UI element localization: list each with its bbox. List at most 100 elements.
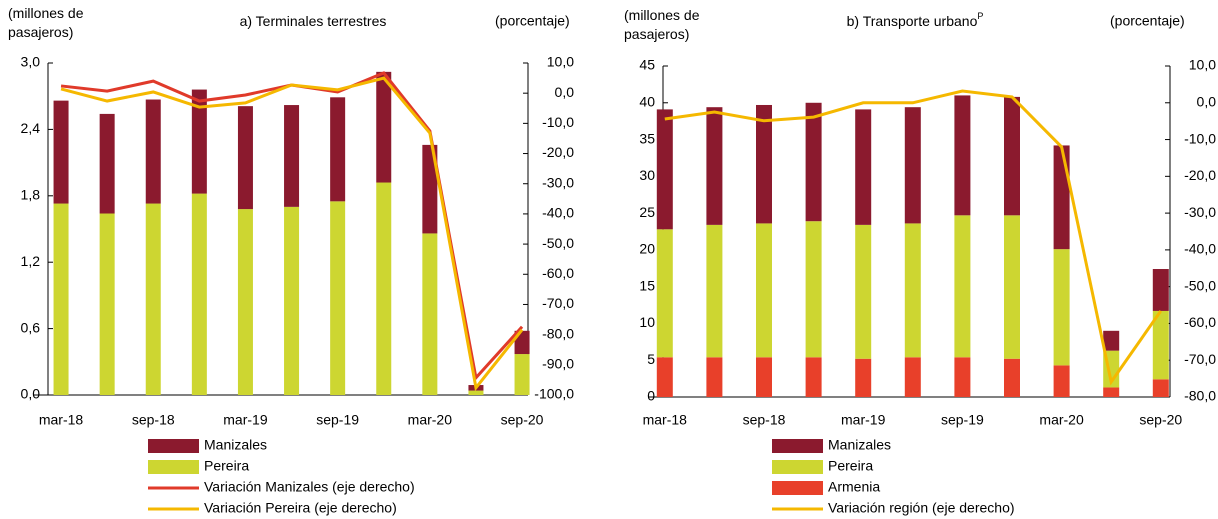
bar <box>1152 269 1169 311</box>
bar <box>191 89 207 194</box>
y2-tick-label: -20,0 <box>542 144 574 160</box>
x-tick-label: mar-19 <box>841 412 886 428</box>
bar <box>468 390 484 395</box>
bar <box>656 109 673 230</box>
y-tick-label: 45 <box>639 57 655 73</box>
y-tick-label: 20 <box>639 241 655 257</box>
bar <box>53 203 69 395</box>
y2-tick-label: -10,0 <box>542 114 574 130</box>
y-tick-label: 0,6 <box>21 319 41 335</box>
line <box>664 89 1163 386</box>
y2-tick-label: -50,0 <box>1184 277 1216 293</box>
x-tick-label: sep-18 <box>132 412 175 428</box>
x-tick-label: sep-18 <box>743 412 786 428</box>
legend-label: Variación Pereira (eje derecho) <box>204 500 397 516</box>
bar <box>422 144 438 234</box>
y-axis-label: (millones de pasajeros) <box>8 5 84 40</box>
legend-label: Pereira <box>828 458 873 474</box>
bar <box>805 221 822 358</box>
bar <box>1053 365 1070 397</box>
y-tick-label: 40 <box>639 93 655 109</box>
bar <box>756 357 772 397</box>
y2-tick-label: 10,0 <box>547 54 574 70</box>
bar <box>330 201 346 395</box>
x-tick-label: sep-19 <box>941 412 984 428</box>
chart-title: b) Transporte urbanoP <box>847 11 984 28</box>
bar <box>904 357 921 397</box>
bar <box>145 99 161 204</box>
bar <box>756 104 772 224</box>
x-tick-label: sep-20 <box>1139 412 1182 428</box>
bar <box>855 358 872 397</box>
y-tick-label: 15 <box>639 277 655 293</box>
bar <box>1103 330 1120 351</box>
y2-tick-label: -60,0 <box>542 265 574 281</box>
y2-tick-label: -60,0 <box>1184 314 1216 330</box>
y-tick-label: 10 <box>639 314 655 330</box>
bar <box>656 229 673 358</box>
bar <box>904 107 921 224</box>
y-tick-label: 0,0 <box>21 386 41 402</box>
legend-swatch <box>772 460 823 474</box>
bar <box>805 357 822 397</box>
title-superscript: P <box>977 11 983 21</box>
bar <box>1103 387 1120 397</box>
bar <box>855 224 872 359</box>
bar <box>1053 249 1070 366</box>
bar <box>99 213 115 395</box>
y-tick-label: 3,0 <box>21 54 41 70</box>
x-tick-label: mar-20 <box>1039 412 1084 428</box>
chart-title: a) Terminales terrestres <box>240 13 387 29</box>
y2-tick-label: 0,0 <box>555 84 575 100</box>
bar <box>284 206 300 395</box>
bar <box>706 224 723 358</box>
y-tick-label: 30 <box>639 167 655 183</box>
bar <box>191 193 207 395</box>
y-tick-label: 2,4 <box>21 120 41 136</box>
legend-swatch <box>148 460 199 474</box>
y-axis-label: (millones de pasajeros) <box>624 7 700 42</box>
bar <box>1004 96 1020 216</box>
y2-tick-label: -70,0 <box>542 295 574 311</box>
y-tick-label: 25 <box>639 204 655 220</box>
bar <box>1004 215 1020 359</box>
x-tick-label: sep-19 <box>316 412 359 428</box>
legend-label: Armenia <box>828 479 880 495</box>
bar <box>330 97 346 202</box>
x-tick-label: mar-18 <box>39 412 84 428</box>
title-text: b) Transporte urbano <box>847 13 978 29</box>
legend-label: Manizales <box>828 437 891 453</box>
bar <box>145 203 161 395</box>
legend-swatch <box>148 439 199 453</box>
y2-tick-label: 0,0 <box>1197 93 1217 109</box>
bar <box>656 357 673 397</box>
bar <box>284 105 300 207</box>
bar <box>756 223 772 358</box>
y2-tick-label: -10,0 <box>1184 130 1216 146</box>
y2-axis-label: (porcentaje) <box>1110 13 1185 29</box>
y2-tick-label: 10,0 <box>1189 57 1216 73</box>
bar <box>1152 379 1169 397</box>
bar <box>954 95 971 216</box>
bar <box>237 209 253 395</box>
y-tick-label: 35 <box>639 130 655 146</box>
y2-tick-label: -40,0 <box>1184 241 1216 257</box>
line <box>60 76 524 392</box>
bar <box>237 106 253 210</box>
y2-tick-label: -80,0 <box>1184 388 1216 404</box>
legend-label: Manizales <box>204 437 267 453</box>
legend-label: Variación Manizales (eje derecho) <box>204 479 415 495</box>
y2-tick-label: -100,0 <box>534 386 574 402</box>
x-tick-label: mar-18 <box>643 412 688 428</box>
x-tick-label: sep-20 <box>501 412 544 428</box>
bar <box>706 107 723 225</box>
y2-axis-label: (porcentaje) <box>495 13 570 29</box>
y-tick-label: 1,8 <box>21 187 41 203</box>
y2-tick-label: -30,0 <box>542 174 574 190</box>
bar <box>53 100 69 204</box>
bar <box>1004 358 1020 397</box>
bar <box>904 223 921 358</box>
bar <box>855 109 872 225</box>
y2-tick-label: -90,0 <box>542 356 574 372</box>
